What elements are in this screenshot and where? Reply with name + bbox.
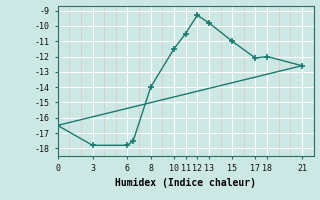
X-axis label: Humidex (Indice chaleur): Humidex (Indice chaleur)	[115, 178, 256, 188]
